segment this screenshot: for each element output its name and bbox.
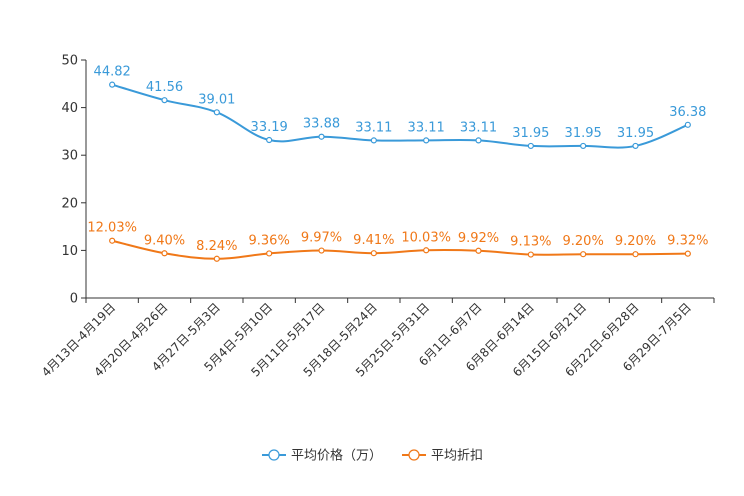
data-label: 33.11 (408, 120, 445, 135)
data-point[interactable] (370, 137, 377, 144)
data-point[interactable] (109, 81, 116, 88)
data-label: 8.24% (196, 239, 237, 254)
data-point[interactable] (475, 137, 482, 144)
data-label: 9.13% (510, 235, 551, 250)
data-label: 33.11 (355, 120, 392, 135)
data-point[interactable] (527, 251, 534, 258)
data-point[interactable] (580, 251, 587, 258)
legend-label: 平均折扣 (431, 449, 483, 464)
data-label: 44.82 (94, 65, 131, 80)
data-label: 39.01 (198, 92, 235, 107)
data-point[interactable] (266, 136, 273, 144)
data-label: 9.41% (353, 233, 394, 248)
data-label: 31.95 (512, 126, 549, 141)
data-label: 9.20% (563, 234, 604, 249)
data-label: 9.20% (615, 234, 656, 249)
data-point[interactable] (423, 137, 430, 144)
data-point[interactable] (318, 133, 325, 140)
data-point[interactable] (475, 247, 482, 254)
data-label: 31.95 (617, 126, 654, 141)
data-point[interactable] (527, 142, 534, 150)
legend-label: 平均价格（万） (291, 448, 382, 464)
data-label: 36.38 (669, 105, 706, 120)
data-label: 9.40% (144, 233, 185, 248)
x-axis: 4月13日-4月19日4月20日-4月26日4月27日-5月3日5月4日-5月1… (39, 297, 715, 380)
data-point[interactable] (213, 255, 220, 262)
data-point[interactable] (580, 142, 587, 150)
y-tick-label: 10 (61, 244, 78, 259)
legend-item-2[interactable]: 平均折扣 (402, 449, 483, 464)
series-line (111, 239, 688, 260)
data-label: 9.92% (458, 231, 499, 246)
legend-item-1[interactable]: 平均价格（万） (262, 448, 382, 464)
data-label: 9.32% (667, 234, 708, 249)
data-point[interactable] (109, 237, 116, 244)
series-2: 12.03% 9.40% 8.24% 9.36% 9.97% 9.41% 10.03% 9.9… (87, 221, 708, 262)
data-label: 9.97% (301, 231, 342, 246)
y-tick-label: 50 (61, 54, 78, 69)
data-point[interactable] (266, 250, 273, 257)
series-line (111, 83, 689, 149)
data-label: 41.56 (146, 80, 183, 95)
legend-marker-icon (268, 449, 280, 461)
data-point[interactable] (213, 109, 220, 116)
data-point[interactable] (423, 247, 430, 254)
data-point[interactable] (632, 142, 639, 150)
legend-marker-icon (408, 449, 420, 461)
data-point[interactable] (318, 247, 325, 254)
y-tick-label: 40 (61, 101, 78, 116)
data-label: 9.36% (249, 233, 290, 248)
series-1: 44.82 41.56 39.01 33.19 33.88 33.11 33.11 33.11… (94, 65, 706, 150)
data-label: 31.95 (565, 126, 602, 141)
data-point[interactable] (161, 250, 168, 257)
series-layer: 44.82 41.56 39.01 33.19 33.88 33.11 33.11 33.11… (87, 65, 708, 262)
y-tick-label: 0 (70, 292, 78, 307)
data-label: 10.03% (401, 230, 451, 245)
data-label: 33.88 (303, 117, 340, 132)
y-tick-label: 20 (61, 196, 78, 211)
data-label: 33.11 (460, 120, 497, 135)
data-point[interactable] (684, 250, 691, 257)
data-label: 33.19 (251, 120, 288, 135)
y-tick-label: 30 (61, 149, 78, 164)
data-point[interactable] (684, 121, 691, 128)
legend[interactable]: 平均价格（万） 平均折扣 (262, 448, 483, 464)
data-point[interactable] (370, 250, 377, 257)
data-point[interactable] (632, 251, 639, 258)
y-axis: 0 10 20 30 40 50 (61, 54, 87, 307)
data-label: 12.03% (87, 221, 137, 236)
data-point[interactable] (161, 97, 168, 104)
